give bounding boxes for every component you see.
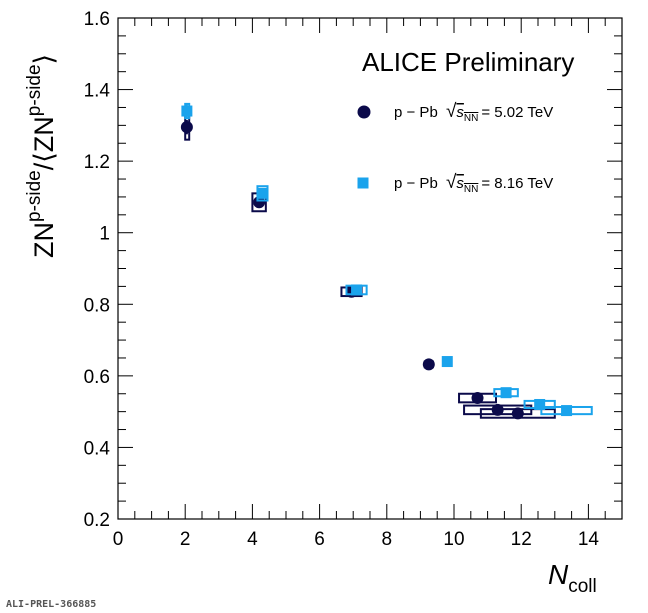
y-tick-label: 1.4 [84, 81, 111, 102]
axis-ticks [117, 17, 623, 520]
axis-tick-labels: 0 2 4 6 8 10 12 14 0.2 0.4 0.6 0.8 1 1.2 1.4 1.6 [84, 9, 600, 550]
data-point [500, 387, 512, 399]
data-point [441, 356, 453, 368]
data-point [534, 398, 546, 410]
figure-id: ALI-PREL-366885 [6, 599, 96, 610]
x-tick-label: 4 [247, 529, 258, 550]
x-axis-title: Ncoll [548, 559, 597, 597]
y-tick-label: 1 [99, 224, 110, 245]
y-tick-label: 0.4 [84, 438, 111, 459]
x-tick-label: 8 [382, 529, 393, 550]
data-point [181, 105, 193, 117]
x-tick-label: 12 [511, 529, 532, 550]
legend: p − Pb √sNN = 5.02 TeV p − Pb √sNN = 8.16 … [357, 101, 553, 195]
x-tick-label: 0 [113, 529, 124, 550]
data-point [511, 407, 524, 420]
legend-marker-series-2 [357, 177, 369, 189]
data-point [351, 284, 363, 296]
x-tick-label: 10 [443, 529, 464, 550]
data-point [253, 196, 266, 209]
y-tick-label: 1.2 [84, 152, 110, 173]
y-tick-label: 0.6 [84, 367, 110, 388]
data-point [256, 187, 268, 199]
y-tick-label: 0.8 [84, 295, 110, 316]
x-tick-label: 6 [314, 529, 325, 550]
data-point [180, 121, 193, 134]
y-tick-label: 0.2 [84, 510, 110, 531]
x-tick-label: 2 [180, 529, 191, 550]
experiment-label: ALICE Preliminary [362, 47, 574, 77]
data-point [561, 405, 573, 417]
data-point [422, 358, 435, 371]
legend-label-series-2: p − Pb √sNN = 8.16 TeV [394, 172, 553, 195]
legend-marker-series-1 [357, 105, 371, 119]
data-point [471, 392, 484, 405]
legend-label-series-1: p − Pb √sNN = 5.02 TeV [394, 101, 553, 124]
series-2 [181, 102, 593, 417]
x-tick-label: 14 [578, 529, 600, 550]
data-markers [180, 102, 593, 420]
y-tick-label: 1.6 [84, 9, 110, 30]
y-axis-title: ZNp-side/⟨ZNp-side⟩ [24, 54, 59, 258]
